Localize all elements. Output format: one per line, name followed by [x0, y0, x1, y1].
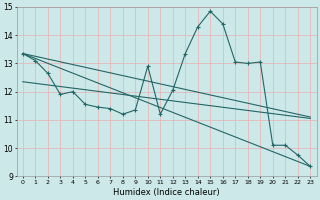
X-axis label: Humidex (Indice chaleur): Humidex (Indice chaleur) [113, 188, 220, 197]
